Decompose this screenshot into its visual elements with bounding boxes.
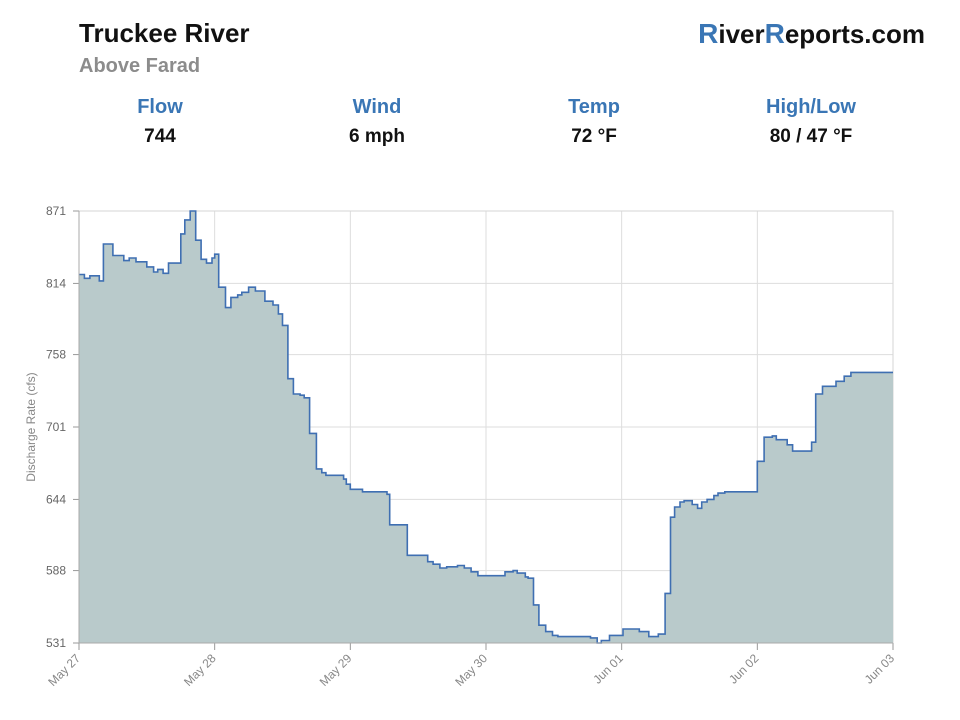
stat-flow-label: Flow [137,96,183,118]
y-tick-label: 701 [46,420,66,434]
stat-temp: Temp 72 °F [494,96,694,148]
y-tick-label: 644 [46,492,66,506]
x-tick-label: May 29 [317,651,355,689]
stat-high-low-label: High/Low [766,96,856,118]
river-title: Truckee River [79,18,250,48]
x-tick-label: Jun 03 [862,651,898,687]
y-tick-label: 871 [46,204,66,218]
stat-flow-value: 744 [144,126,176,147]
stat-temp-value: 72 °F [571,126,617,147]
x-tick-label: May 28 [181,651,219,689]
y-tick-label: 588 [46,564,66,578]
stat-high-low: High/Low 80 / 47 °F [711,96,911,148]
brand-part-1: iver [718,19,765,49]
stat-high-low-value: 80 / 47 °F [769,126,853,147]
brand-logo[interactable]: RiverReports.com [698,18,925,50]
brand-initial-r2: R [764,18,785,49]
stat-temp-label: Temp [568,96,620,118]
x-tick-label: May 27 [45,651,83,689]
stat-wind-label: Wind [352,96,402,118]
x-tick-label: May 30 [452,651,490,689]
y-tick-label: 531 [46,636,66,650]
stat-wind: Wind 6 mph [277,96,477,148]
y-tick-label: 814 [46,276,66,290]
stat-wind-value: 6 mph [349,126,405,147]
y-tick-label: 758 [46,348,66,362]
x-tick-label: Jun 01 [590,651,626,687]
x-tick-label: Jun 02 [726,651,762,687]
brand-part-2: eports.com [784,19,925,49]
y-axis-label: Discharge Rate (cfs) [24,372,38,481]
brand-initial-r1: R [698,18,719,49]
discharge-series-line [79,210,893,644]
stat-flow: Flow 744 [60,96,260,148]
river-location-subtitle: Above Farad [79,55,201,77]
